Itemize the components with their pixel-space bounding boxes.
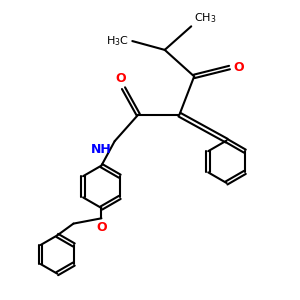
Text: O: O bbox=[115, 72, 126, 85]
Text: H$_3$C: H$_3$C bbox=[106, 34, 129, 48]
Text: O: O bbox=[233, 61, 244, 74]
Text: CH$_3$: CH$_3$ bbox=[194, 11, 217, 25]
Text: O: O bbox=[96, 221, 107, 234]
Text: NH: NH bbox=[91, 142, 112, 156]
